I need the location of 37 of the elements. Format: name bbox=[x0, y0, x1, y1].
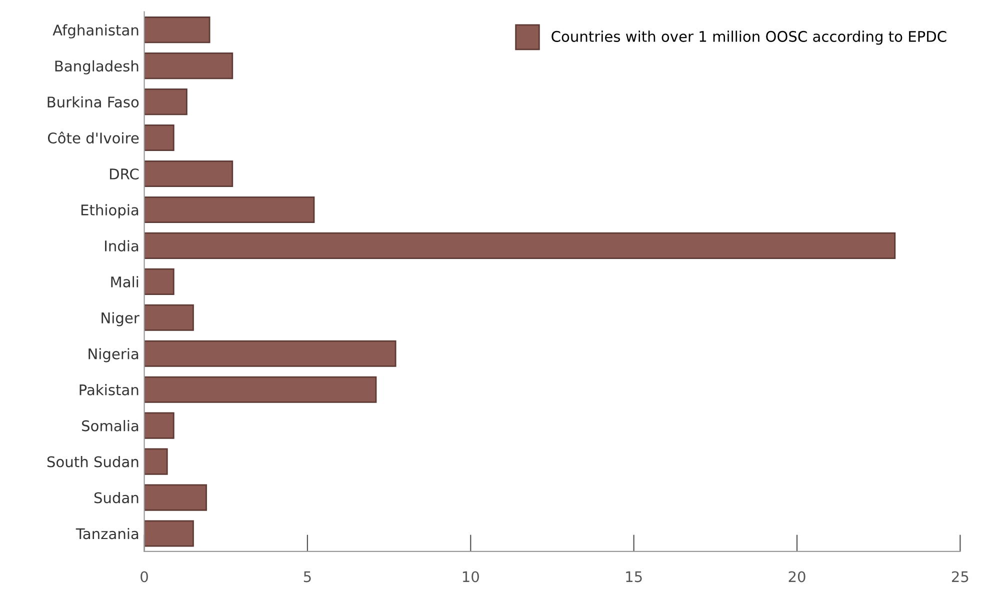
y-tick-label: Côte d'Ivoire bbox=[48, 132, 139, 144]
y-tick-label: Niger bbox=[102, 312, 140, 326]
bar bbox=[144, 376, 377, 403]
bar bbox=[144, 16, 210, 44]
legend-label: Countries with over 1 million OOSC according to EPDC bbox=[552, 30, 946, 45]
bar bbox=[144, 88, 188, 116]
x-tick-label: 20 bbox=[788, 571, 806, 582]
x-tick-label: 10 bbox=[462, 571, 479, 582]
bar bbox=[144, 160, 234, 188]
bar bbox=[144, 484, 207, 511]
y-tick-label: Sudan bbox=[94, 492, 138, 504]
x-tick-label: 5 bbox=[304, 571, 311, 582]
x-tick-label: 15 bbox=[626, 571, 642, 582]
bar bbox=[144, 232, 896, 259]
y-tick-label: India bbox=[105, 240, 138, 252]
y-tick-label: Mali bbox=[111, 276, 138, 288]
y-tick-label: Bangladesh bbox=[55, 60, 138, 74]
y-tick-label: DRC bbox=[110, 168, 139, 180]
y-tick-label: Pakistan bbox=[80, 384, 138, 396]
bar bbox=[144, 412, 174, 439]
bar bbox=[144, 52, 234, 80]
bar bbox=[144, 448, 168, 475]
bar bbox=[144, 520, 194, 547]
x-tick-label: 25 bbox=[952, 571, 968, 582]
x-tick-label: 0 bbox=[140, 571, 148, 582]
y-tick-label: Burkina Faso bbox=[48, 96, 139, 108]
y-tick-label: Nigeria bbox=[88, 348, 138, 362]
y-tick-label: South Sudan bbox=[47, 456, 138, 468]
bar bbox=[144, 124, 174, 152]
bar bbox=[144, 340, 396, 367]
bar bbox=[144, 304, 194, 331]
y-tick-label: Afghanistan bbox=[52, 24, 138, 38]
y-tick-label: Tanzania bbox=[76, 528, 138, 540]
y-tick-label: Ethiopia bbox=[81, 204, 138, 218]
bar bbox=[144, 268, 174, 295]
y-tick-label: Somalia bbox=[82, 420, 138, 432]
bar bbox=[144, 196, 315, 224]
